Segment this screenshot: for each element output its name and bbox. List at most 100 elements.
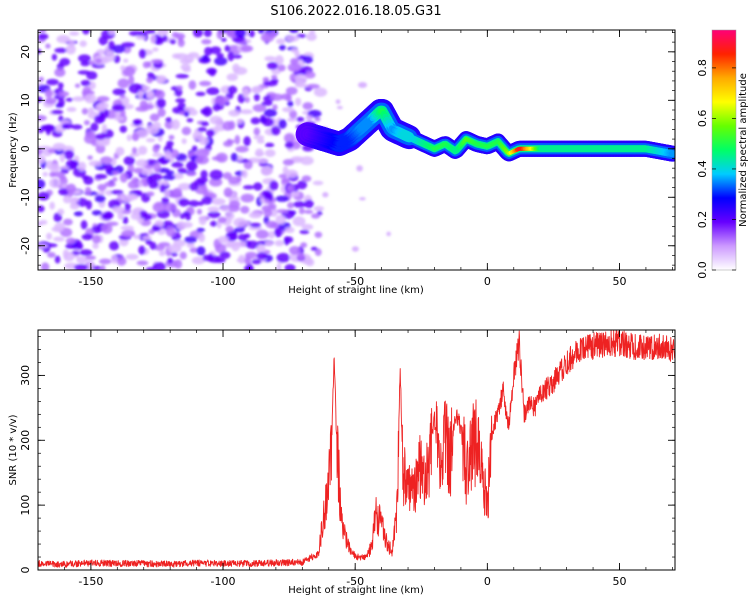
spectrogram-noise-blob [152,47,159,52]
spectrogram-noise-blob [91,225,103,234]
spectrogram-noise-blob [286,117,297,122]
spectrogram-noise-blob [248,211,262,219]
spectrogram-noise-blob [200,169,208,180]
spectrogram-noise-blob [246,240,259,249]
spectrogram-noise-blob [152,121,162,130]
spectrogram-noise-blob [200,121,210,127]
spectrogram-noise-blob [166,140,174,147]
spectrogram-noise-blob [84,93,97,104]
spectrogram-noise-blob [81,233,93,241]
spectrogram-noise-blob [256,138,265,144]
spectrogram-noise-blob [175,73,189,79]
spectrogram-noise-blob [262,77,270,82]
spectrogram-noise-blob [87,155,93,160]
spectrogram-noise-blob [79,40,87,47]
spectrogram-noise-blob [76,256,88,264]
spectrogram-noise-blob [146,191,155,197]
spectrogram-noise-blob [57,98,65,107]
spectrogram-noise-blob [263,108,277,118]
spectrogram-noise-blob [69,31,80,36]
snr-y-tick-label: 300 [19,365,32,386]
spectrogram-noise-blob [276,209,289,214]
colorbar-tick-label: 0.2 [696,211,709,229]
spectrogram-noise-blob [304,199,314,209]
spectrogram-noise-blob [189,247,199,253]
spectrogram-noise-blob [59,177,68,185]
spectrogram-noise-blob [208,68,216,77]
spectrogram-noise-blob [282,106,295,113]
spectrogram-noise-blob [123,156,135,166]
spectrogram-noise-blob [171,119,181,130]
spectrogram-noise-blob [274,239,284,247]
spectrogram-noise-blob [242,185,255,190]
spectrogram-noise-blob [104,181,116,188]
spectrogram-noise-blob [274,227,283,238]
spectrogram-noise-blob [241,169,248,179]
spectrogram-noise-blob [38,114,47,122]
spectrogram-noise-blob [188,200,200,207]
spectrogram-noise-blob [119,172,128,183]
spectrogram-noise-blob [85,255,97,260]
spectrogram-noise-blob [112,88,126,96]
spectrogram-noise-blob [155,89,166,100]
spectrogram-noise-blob [222,121,234,131]
colorbar-gradient [712,30,736,270]
spectrogram-noise-blob [287,63,302,72]
spectrogram-noise-blob [41,262,50,270]
spectrogram-noise-blob [70,198,80,203]
spectrogram-noise-blob [135,159,149,167]
spectrogram-noise-blob [148,180,159,189]
spectrogram-noise-blob [148,173,163,182]
spectrogram-x-tick-label: -150 [78,275,103,288]
spectrogram-noise-blob [136,260,149,266]
spectrogram-noise-blob [195,91,206,97]
spectrogram-noise-blob [270,93,284,101]
spectrogram-noise-blob [201,38,212,45]
spectrogram-noise-blob [127,180,139,189]
spectrogram-noise-blob [230,152,238,162]
spectrogram-noise-blob [149,241,157,250]
spectrogram-noise-blob [158,250,166,257]
spectrogram-noise-blob [263,192,272,200]
spectrogram-noise-blob [80,220,88,230]
spectrogram-noise-blob [81,175,89,180]
spectrogram-noise-blob [54,255,61,264]
spectrogram-signal-ridge [295,98,675,162]
figure-title: S106.2022.016.18.05.G31 [270,4,441,19]
spectrogram-noise-blob [77,161,87,172]
spectrogram-noise-blob [256,252,268,260]
spectrogram-noise-blob [78,54,91,63]
spectrogram-noise-blob [94,114,106,124]
spectrogram-noise-blob [122,66,136,77]
spectrogram-noise-blob [275,195,289,202]
spectrogram-noise-blob [215,152,228,163]
spectrogram-noise-blob [285,169,299,178]
spectrogram-noise-blob [251,259,262,265]
spectrogram-noise-blob [197,127,207,132]
spectrogram-noise-blob [297,253,305,261]
spectrogram-noise-blob [287,100,294,108]
spectrogram-noise-blob [46,78,59,86]
spectrogram-noise-blob [185,211,192,221]
spectrogram-noise-blob [254,151,265,157]
spectrogram-noise-blob [117,78,130,89]
spectrogram-noise-blob [253,182,263,191]
spectrogram-noise-blob [250,117,261,125]
spectrogram-noise-blob [69,202,80,210]
spectrogram-noise-blob [289,245,301,255]
spectrogram-noise-blob [131,132,140,142]
spectrogram-noise-blob [53,212,63,223]
spectrogram-noise-blob [96,95,110,102]
snr-panel: -150 -100 -50 0 50 0 100 200 300 Height of stra… [8,329,676,596]
colorbar-tick-label: 0.4 [696,160,709,178]
spectrogram-noise-blob [256,244,266,255]
spectrogram-noise-blob [151,225,161,232]
spectrogram-noise-blob [49,177,61,189]
spectrogram-x-label: Height of straight line (km) [288,285,424,296]
spectrogram-noise-blob [177,167,187,174]
spectrogram-noise-blob [253,127,261,136]
spectrogram-noise-blob [244,96,250,103]
spectrogram-y-tick-label: 0 [19,145,32,152]
spectrogram-noise-blob [386,231,391,237]
spectrogram-noise-blob [128,75,135,85]
